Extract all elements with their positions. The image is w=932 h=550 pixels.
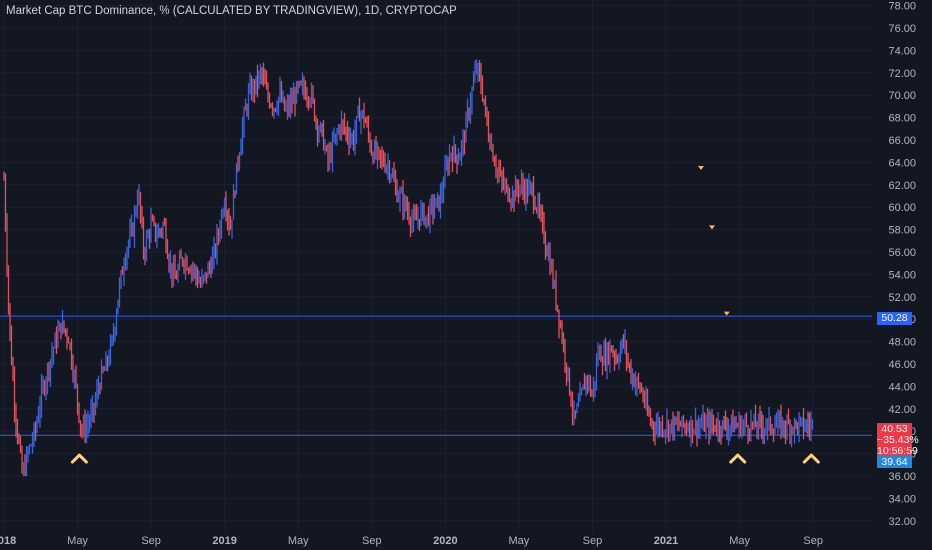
y-tick-label: 56.00	[888, 247, 916, 259]
bottom-line-price-label: 39.64	[877, 456, 912, 468]
y-tick-label: 74.00	[888, 45, 916, 57]
y-tick-label: 58.00	[888, 225, 916, 237]
x-tick-label: May	[509, 535, 530, 547]
last-change-label: −35.43%	[877, 434, 919, 446]
price-series	[3, 59, 814, 477]
chart-title: Market Cap BTC Dominance, % (CALCULATED …	[6, 5, 457, 17]
countdown-label: 10:56:59	[877, 445, 918, 457]
y-tick-label: 62.00	[888, 180, 916, 192]
y-tick-label: 34.00	[888, 493, 916, 505]
x-tick-label: Sep	[362, 535, 382, 547]
y-tick-label: 68.00	[888, 113, 916, 125]
x-tick-label: 2019	[212, 535, 236, 547]
y-tick-label: 52.00	[888, 292, 916, 304]
x-tick-label: 2020	[433, 535, 457, 547]
y-tick-label: 48.00	[888, 337, 916, 349]
x-tick-label: May	[288, 535, 309, 547]
y-tick-label: 70.00	[888, 90, 916, 102]
y-tick-label: 36.00	[888, 471, 916, 483]
y-tick-label: 42.00	[888, 404, 916, 416]
y-tick-label: 46.00	[888, 359, 916, 371]
x-tick-label: May	[67, 535, 88, 547]
up-chevron-marker	[802, 453, 820, 464]
down-triangle-marker	[697, 166, 704, 170]
support-line-price-label: 50.28	[877, 312, 912, 325]
x-tick-label: Sep	[141, 535, 161, 547]
x-tick-label: Sep	[803, 535, 823, 547]
last-value-label: 40.53	[877, 423, 912, 436]
markers	[70, 166, 820, 464]
grid	[0, 0, 872, 532]
y-tick-label: 64.00	[888, 157, 916, 169]
x-tick-label: May	[729, 535, 750, 547]
y-tick-label: 72.00	[888, 68, 916, 80]
y-tick-label: 78.00	[888, 1, 916, 13]
x-tick-label: 2021	[654, 535, 678, 547]
y-tick-label: 54.00	[888, 269, 916, 281]
y-tick-label: 44.00	[888, 381, 916, 393]
down-triangle-marker	[709, 225, 716, 230]
x-tick-label: Sep	[583, 535, 603, 547]
up-chevron-marker	[70, 453, 88, 464]
y-tick-label: 66.00	[888, 135, 916, 147]
x-axis[interactable]: 2018 May Sep 2019 May Sep 2020 May Sep 2021 May Sep	[0, 535, 823, 547]
horizontal-lines	[0, 315, 872, 436]
y-tick-label: 32.00	[888, 516, 916, 528]
x-tick-label: 2018	[0, 535, 16, 547]
y-tick-label: 60.00	[888, 202, 916, 214]
up-chevron-marker	[729, 453, 747, 464]
down-triangle-marker	[723, 311, 730, 316]
y-tick-label: 76.00	[888, 23, 916, 35]
